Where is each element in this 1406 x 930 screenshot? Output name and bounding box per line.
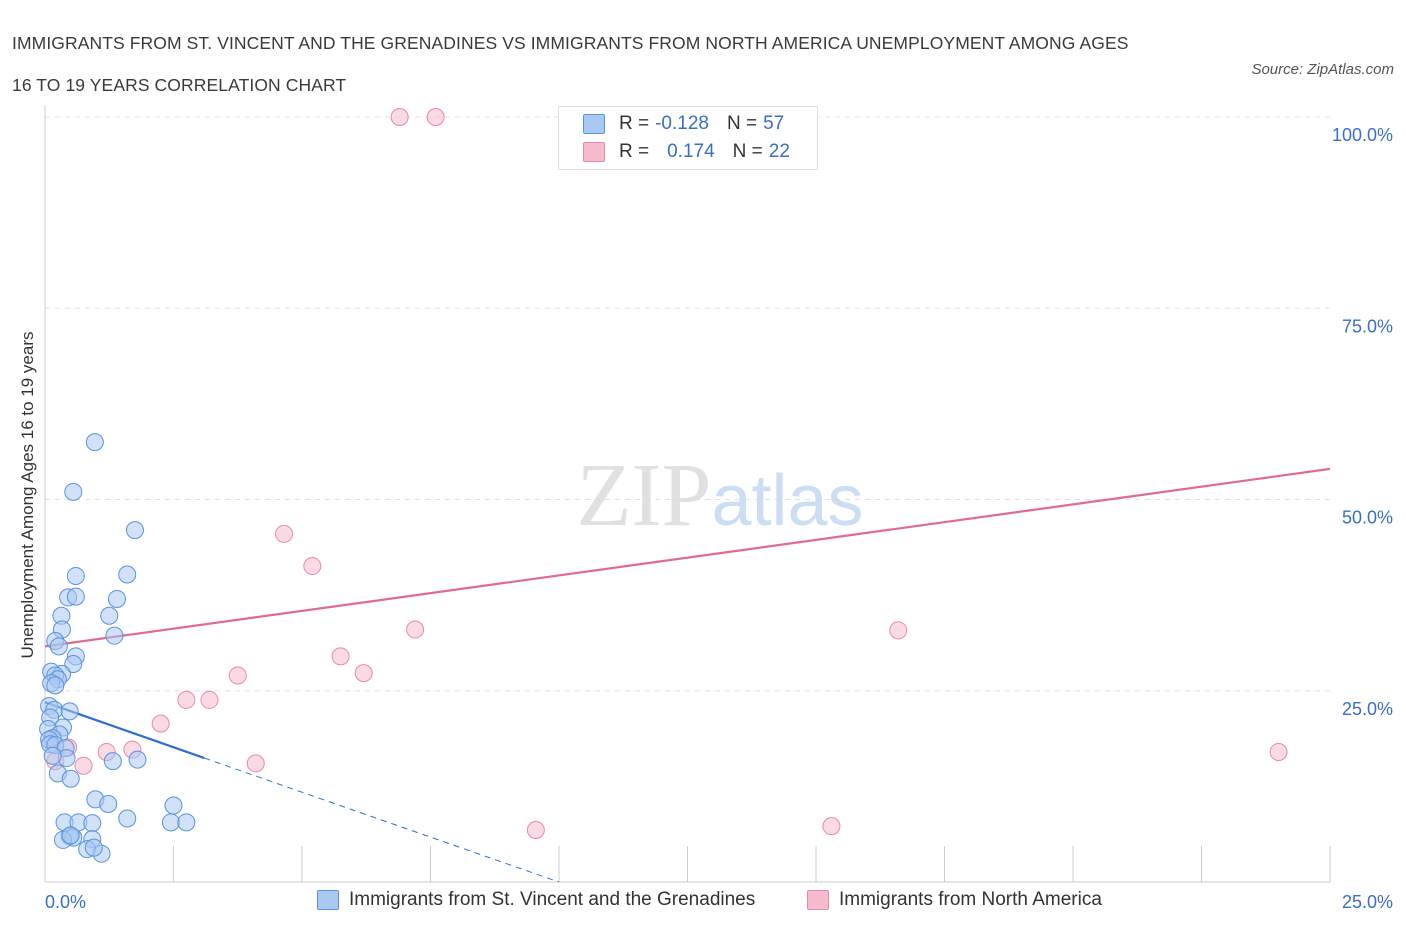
data-point-st-vincent (177, 813, 196, 832)
data-point-st-vincent (161, 813, 180, 832)
data-point-st-vincent (46, 676, 65, 695)
data-point-st-vincent (84, 838, 103, 857)
data-point-north-america (822, 817, 841, 836)
data-point-north-america (228, 666, 247, 685)
data-point-st-vincent (99, 794, 118, 813)
x-tick-label: 25.0% (1342, 892, 1393, 912)
data-point-north-america (151, 714, 170, 733)
data-point-north-america (390, 108, 409, 126)
legend-n-value-series1: 57 (763, 113, 785, 134)
correlation-legend: R = -0.128 N = 57 R = 0.174 N = 22 (558, 106, 818, 170)
data-point-st-vincent (85, 433, 104, 452)
data-point-north-america (303, 557, 322, 576)
legend-r-label: R = (619, 113, 650, 134)
data-point-st-vincent (103, 752, 122, 771)
data-point-st-vincent (66, 587, 85, 606)
y-tick-label: 75.0% (1342, 316, 1393, 336)
data-point-north-america (275, 524, 294, 543)
tick-labels: 25.0% 50.0% 75.0% 100.0% 0.0% 25.0% (45, 125, 1393, 912)
legend-n-label: N = (726, 113, 758, 134)
data-point-st-vincent (125, 521, 144, 540)
legend-swatch-pink (583, 142, 605, 162)
data-point-north-america (1269, 742, 1288, 761)
data-point-st-vincent (43, 746, 62, 765)
bottom-legend-label-series2: Immigrants from North America (839, 889, 1102, 910)
x-tick-label: 0.0% (45, 892, 86, 912)
data-point-st-vincent (100, 606, 119, 625)
chart-title-line2: 16 TO 19 YEARS CORRELATION CHART (12, 75, 347, 95)
data-point-st-vincent (118, 565, 137, 584)
legend-swatch-blue (583, 114, 605, 134)
watermark: ZIPatlas (576, 446, 863, 545)
data-point-north-america (246, 754, 265, 773)
data-point-st-vincent (61, 826, 80, 845)
data-point-st-vincent (64, 654, 83, 673)
data-point-st-vincent (107, 589, 126, 608)
data-point-st-vincent (105, 626, 124, 645)
data-point-st-vincent (164, 796, 183, 815)
legend-row-series1: R = -0.128 N = 57 (583, 112, 784, 136)
bottom-legend-item-series1: Immigrants from St. Vincent and the Gren… (317, 889, 755, 911)
data-point-st-vincent (66, 567, 85, 585)
legend-r-label: R = (619, 141, 650, 162)
data-point-st-vincent (128, 750, 147, 769)
legend-r-value-series1: -0.128 (655, 113, 709, 134)
data-point-st-vincent (60, 702, 79, 721)
legend-n-value-series2: 22 (768, 141, 790, 162)
data-point-st-vincent (64, 482, 83, 501)
data-point-st-vincent (83, 814, 102, 833)
y-tick-label: 50.0% (1342, 508, 1393, 528)
data-point-north-america (74, 756, 93, 775)
y-axis-label: Unemployment Among Ages 16 to 19 years (18, 331, 37, 659)
trend-line-st-vincent-extension (204, 757, 560, 883)
legend-row-series2: R = 0.174 N = 22 (583, 140, 790, 164)
data-point-north-america (331, 647, 350, 666)
data-points (39, 108, 1288, 863)
data-point-north-america (406, 620, 425, 639)
data-point-st-vincent (118, 809, 137, 828)
data-point-north-america (200, 690, 219, 709)
chart-title-line1: IMMIGRANTS FROM ST. VINCENT AND THE GREN… (12, 33, 1129, 53)
bottom-legend-item-series2: Immigrants from North America (807, 889, 1102, 911)
data-point-north-america (177, 690, 196, 709)
bottom-legend-swatch-pink (807, 890, 829, 910)
source-note: Source: ZipAtlas.com (1251, 61, 1394, 78)
trend-line-north-america (44, 467, 1331, 648)
legend-n-label: N = (732, 141, 763, 162)
bottom-legend-label-series1: Immigrants from St. Vincent and the Gren… (349, 889, 756, 910)
data-point-st-vincent (61, 769, 80, 788)
data-point-north-america (889, 621, 908, 640)
data-point-north-america (354, 664, 373, 683)
y-tick-label: 100.0% (1332, 125, 1393, 145)
chart-title: IMMIGRANTS FROM ST. VINCENT AND THE GREN… (12, 22, 1262, 106)
legend-r-value-series2: 0.174 (667, 141, 715, 162)
data-point-north-america (426, 108, 445, 126)
grid-lines (45, 116, 1330, 692)
y-tick-label: 25.0% (1342, 699, 1393, 719)
data-point-st-vincent (49, 637, 68, 656)
bottom-legend-swatch-blue (317, 890, 339, 910)
data-point-north-america (526, 820, 545, 839)
